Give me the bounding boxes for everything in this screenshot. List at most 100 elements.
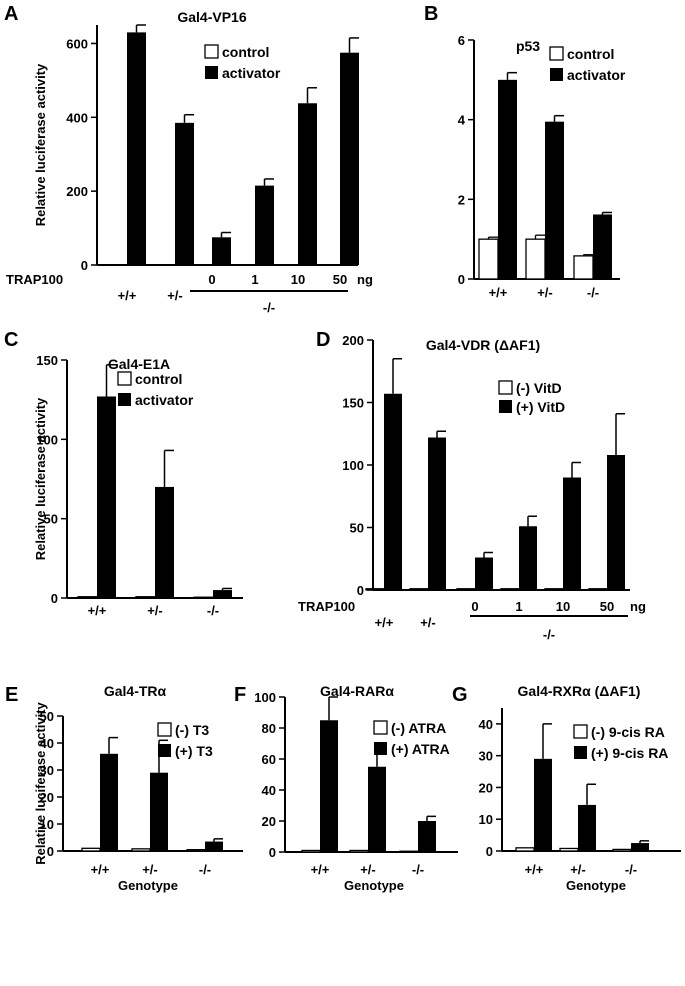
bar-activator — [340, 52, 359, 265]
chart-title: Gal4-TRα — [104, 683, 167, 699]
panel-F: F Gal4-RARα 0 20 40 60 80 100 +/+ +/- -/- Genotype (… — [234, 683, 458, 893]
legend-swatch-control — [549, 46, 564, 61]
bar-control — [525, 238, 546, 280]
chart-title: Gal4-RXRα (ΔAF1) — [518, 683, 641, 699]
category-label: +/- — [167, 288, 183, 303]
legend-label: (-) T3 — [175, 722, 209, 738]
category-label: +/- — [420, 615, 436, 630]
x-axis-label: Genotype — [118, 878, 178, 893]
bar-control — [573, 255, 594, 280]
dose-label: 1 — [515, 599, 522, 614]
bar-control — [544, 588, 564, 591]
legend-label: (+) T3 — [175, 743, 213, 759]
bar-activator — [213, 590, 232, 598]
legend-label: (-) 9-cis RA — [591, 724, 665, 740]
y-tick-label: 50 — [40, 709, 54, 724]
bar-activator — [498, 79, 517, 279]
dose-label: 0 — [208, 272, 215, 287]
dose-label: 50 — [600, 599, 614, 614]
bar-control — [193, 596, 214, 599]
group-label: -/- — [263, 300, 275, 315]
y-tick-label: 50 — [350, 521, 364, 536]
legend-swatch-control — [573, 724, 588, 739]
legend-label: (+) ATRA — [391, 741, 450, 757]
panel-letter: C — [4, 329, 18, 351]
y-tick-label: 0 — [357, 583, 364, 598]
bar-control — [456, 588, 476, 591]
category-label: -/- — [199, 862, 211, 877]
y-tick-label: 20 — [262, 814, 276, 829]
y-axis-label: Relative luciferase activity — [33, 701, 48, 864]
legend-swatch-control — [117, 371, 132, 386]
bar-control — [301, 849, 321, 853]
y-tick-label: 200 — [66, 184, 88, 199]
dose-unit: ng — [357, 272, 373, 287]
category-label: -/- — [625, 862, 637, 877]
legend-swatch-activator — [118, 393, 131, 406]
y-tick-label: 200 — [342, 333, 364, 348]
category-label: +/- — [147, 603, 163, 618]
y-tick-label: 10 — [40, 817, 54, 832]
bar-activator — [368, 766, 386, 852]
legend-label: (+) 9-cis RA — [591, 745, 668, 761]
y-tick-label: 30 — [40, 763, 54, 778]
bar-activator — [298, 103, 317, 266]
category-label: +/+ — [525, 862, 544, 877]
y-tick-label: 10 — [479, 812, 493, 827]
category-label: +/+ — [375, 615, 394, 630]
category-label: +/+ — [91, 862, 110, 877]
bar-activator — [97, 396, 116, 598]
y-tick-label: 2 — [458, 192, 465, 207]
category-label: +/- — [360, 862, 376, 877]
chart-title: Gal4-VDR (ΔAF1) — [426, 337, 540, 353]
dose-label: 50 — [333, 272, 347, 287]
y-tick-label: 0 — [269, 845, 276, 860]
y-tick-label: 0 — [47, 844, 54, 859]
y-axis-label: Relative luciferase activity — [33, 63, 48, 226]
category-label: +/+ — [311, 862, 330, 877]
panel-letter: G — [452, 684, 468, 706]
bar-control — [588, 588, 608, 591]
y-tick-label: 50 — [44, 512, 58, 527]
y-tick-label: 6 — [458, 33, 465, 48]
bar-control — [559, 847, 579, 852]
bar-control — [612, 848, 632, 852]
bar-control — [81, 847, 101, 852]
panel-letter: D — [316, 329, 330, 351]
legend-swatch-control — [498, 380, 513, 395]
legend-label: (-) VitD — [516, 380, 562, 396]
group-label: -/- — [543, 627, 555, 642]
dose-label: 1 — [251, 272, 258, 287]
bar-activator — [175, 122, 194, 265]
y-tick-label: 0 — [81, 258, 88, 273]
legend-swatch-activator — [158, 744, 171, 757]
chart-title: Gal4-VP16 — [177, 9, 246, 25]
legend-label: activator — [222, 65, 281, 81]
bar-activator — [475, 557, 493, 590]
category-label: +/+ — [88, 603, 107, 618]
y-tick-label: 0 — [51, 591, 58, 606]
y-tick-label: 400 — [66, 110, 88, 125]
y-tick-label: 60 — [262, 752, 276, 767]
y-tick-label: 0 — [486, 844, 493, 859]
x-axis-label: Genotype — [566, 878, 626, 893]
bar-activator — [545, 121, 564, 280]
y-tick-label: 40 — [479, 717, 493, 732]
category-label: +/- — [570, 862, 586, 877]
category-label: -/- — [412, 862, 424, 877]
bar-control — [135, 596, 156, 599]
panel-G: G Gal4-RXRα (ΔAF1) 0 10 20 30 40 +/+ +/- -/-Genot… — [452, 683, 681, 893]
bar-control — [409, 588, 429, 591]
bar-activator — [534, 758, 552, 851]
bar-control — [478, 238, 499, 280]
y-tick-label: 150 — [342, 396, 364, 411]
bar-control — [399, 850, 419, 853]
legend-label: control — [567, 46, 614, 62]
y-tick-label: 80 — [262, 721, 276, 736]
panel-letter: A — [4, 3, 18, 25]
dose-label: 10 — [556, 599, 570, 614]
legend-label: control — [135, 371, 182, 387]
legend-swatch-control — [204, 44, 219, 59]
